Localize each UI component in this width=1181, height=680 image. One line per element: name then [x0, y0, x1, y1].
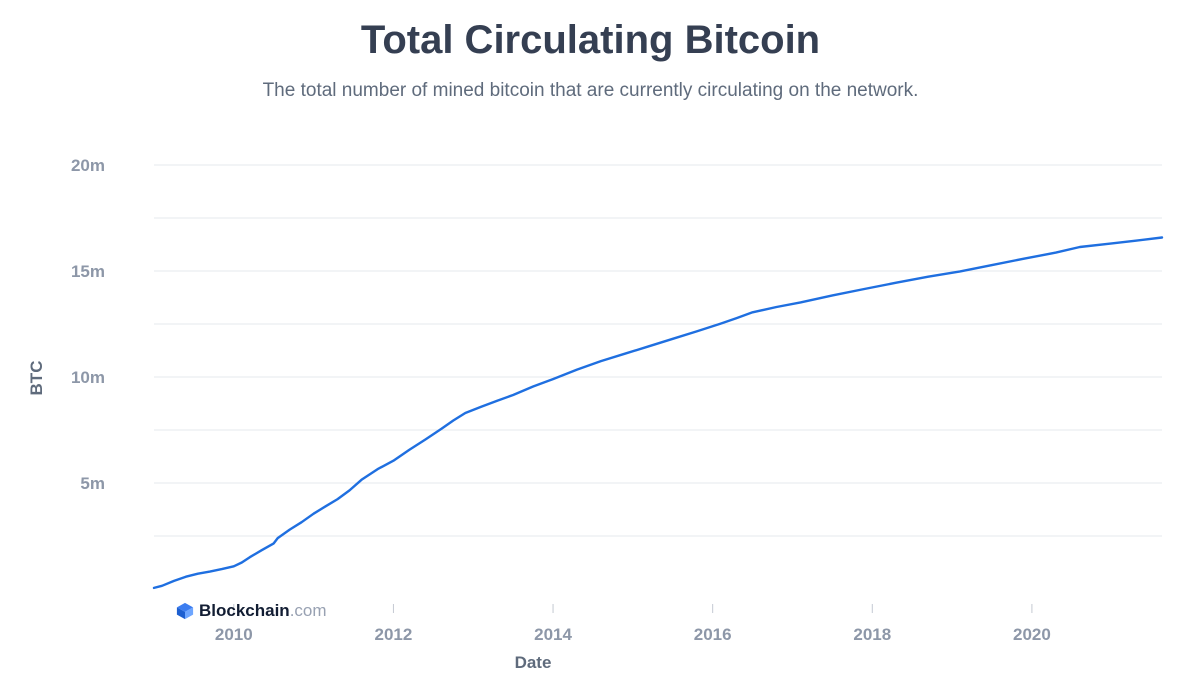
blockchain-cube-icon — [176, 602, 194, 620]
x-tick-label: 2020 — [1013, 625, 1051, 644]
y-tick-label: 5m — [80, 474, 105, 493]
x-tick-label: 2010 — [215, 625, 253, 644]
grid-lines — [154, 164, 1162, 537]
x-tick-label: 2012 — [375, 625, 413, 644]
y-tick-label: 15m — [71, 262, 105, 281]
chart-title: Total Circulating Bitcoin — [360, 18, 821, 62]
brand-name: Blockchain — [199, 601, 290, 620]
brand-logo: Blockchain .com — [176, 601, 327, 621]
y-axis-label: BTC — [27, 361, 46, 396]
y-tick-label: 20m — [71, 156, 105, 175]
x-axis-ticks: 2010 2012 2014 2016 2018 2020 — [215, 604, 1051, 644]
y-axis-ticks: 5m 10m 15m 20m — [71, 156, 105, 493]
x-tick-label: 2016 — [694, 625, 732, 644]
series-line — [152, 236, 1164, 590]
x-axis-label: Date — [515, 653, 552, 672]
chart-subtitle: The total number of mined bitcoin that a… — [262, 80, 919, 101]
y-tick-label: 10m — [71, 368, 105, 387]
x-tick-label: 2018 — [853, 625, 891, 644]
x-tick-label: 2014 — [534, 625, 572, 644]
brand-suffix: .com — [289, 601, 327, 620]
